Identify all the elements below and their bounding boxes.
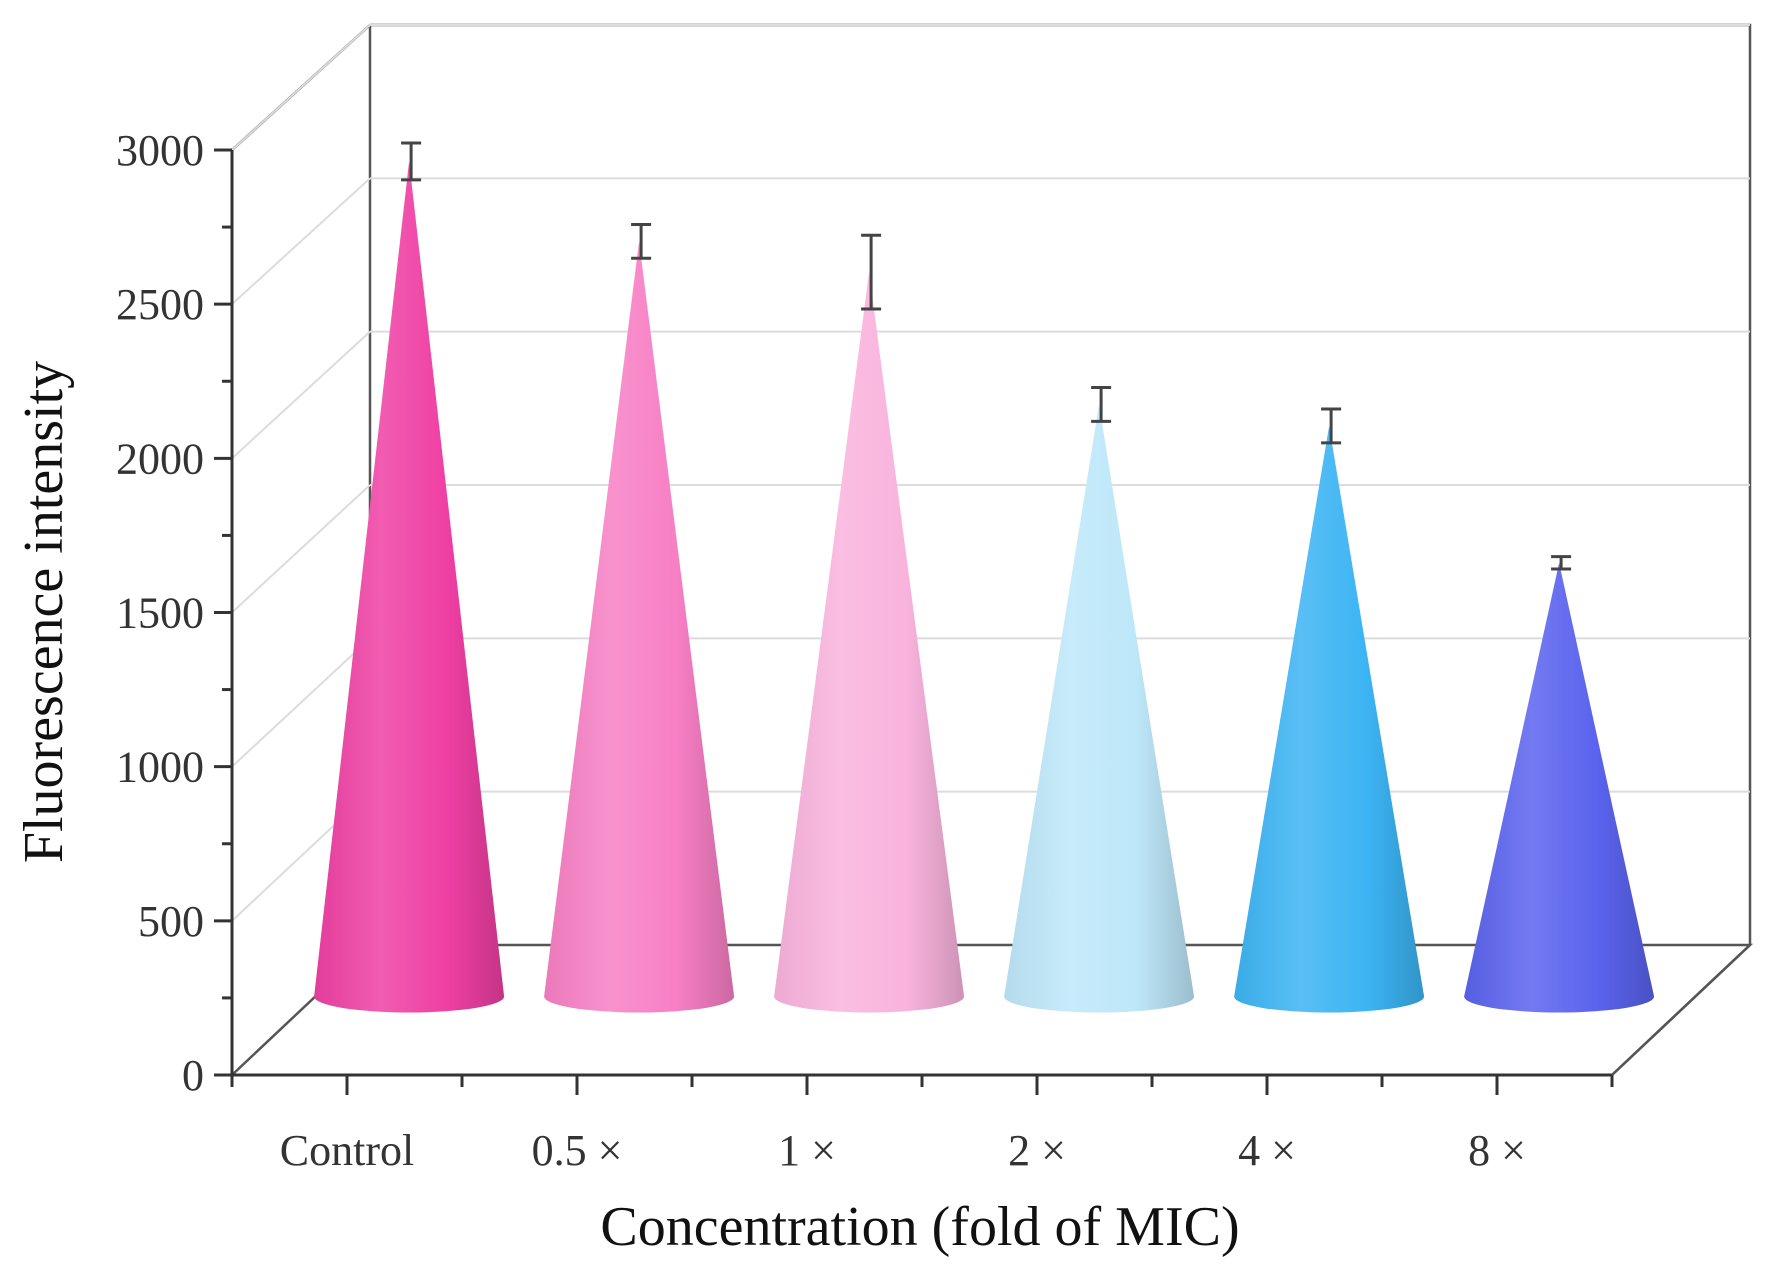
y-tick-label: 2000 [116,434,204,483]
y-tick-label: 1000 [116,743,204,792]
gridline-side [231,330,371,460]
x-tick-label: 4 × [1238,1126,1296,1175]
y-axis-title: Fluorescence intensity [13,361,75,863]
error-bars [401,141,1572,571]
y-tick-label: 1500 [116,589,204,638]
cone-bar [544,241,735,1013]
cone-bar [1234,425,1425,1013]
gridline-side [231,24,371,151]
cone-bar [774,272,965,1013]
y-axis: 0 500 1000 1500 2000 2500 3000 [116,126,234,1100]
x-axis: Control 0.5 × 1 × 2 × 4 × 8 × [230,1073,1614,1175]
cone-bar [1004,404,1195,1013]
x-tick-label: 2 × [1008,1126,1066,1175]
x-tick-label: 1 × [778,1126,836,1175]
cone-bar [314,161,505,1013]
depth-edge-right [1611,944,1751,1076]
gridline-side [231,637,371,768]
gridline-side [231,484,371,614]
x-axis-title: Concentration (fold of MIC) [600,1196,1239,1258]
x-tick-label: 8 × [1468,1126,1526,1175]
gridline-side [231,177,371,305]
cones [314,161,1655,1013]
y-tick-label: 0 [182,1051,204,1100]
cone-bar [1464,562,1655,1013]
x-tick-label: Control [280,1126,414,1175]
y-tick-label: 2500 [116,280,204,329]
x-tick-label: 0.5 × [532,1126,623,1175]
y-tick-label: 3000 [116,126,204,175]
y-tick-label: 500 [138,897,204,946]
